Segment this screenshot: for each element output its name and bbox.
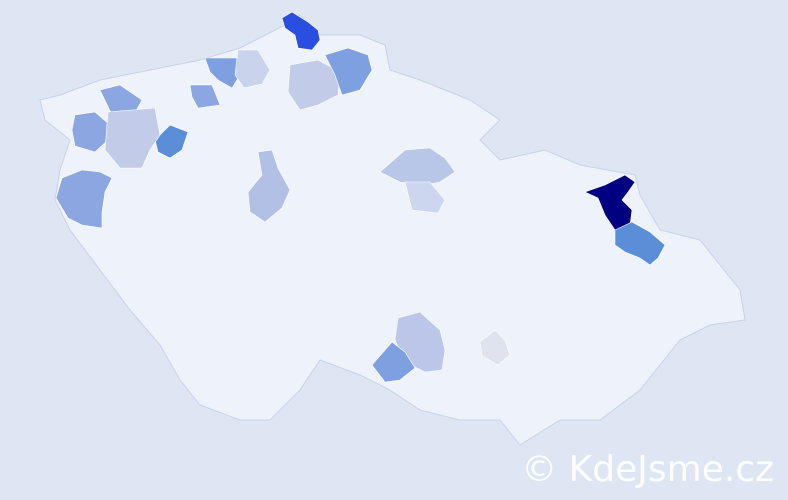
- district-region[interactable]: [404, 181, 446, 214]
- district-region[interactable]: [189, 84, 221, 109]
- district-region[interactable]: [247, 149, 291, 223]
- watermark: © KdeJsme.cz: [521, 449, 774, 490]
- district-region[interactable]: [104, 107, 161, 169]
- district-region[interactable]: [154, 124, 189, 159]
- district-region[interactable]: [479, 329, 511, 366]
- district-region[interactable]: [287, 59, 341, 111]
- district-region[interactable]: [55, 169, 113, 229]
- district-region[interactable]: [234, 49, 271, 89]
- district-region[interactable]: [584, 174, 636, 231]
- country-outline: [39, 14, 746, 446]
- district-region[interactable]: [324, 47, 373, 96]
- district-region[interactable]: [71, 111, 111, 153]
- highlighted-districts: [55, 11, 666, 383]
- district-region[interactable]: [281, 11, 321, 51]
- district-region[interactable]: [614, 221, 666, 266]
- district-region[interactable]: [371, 341, 416, 383]
